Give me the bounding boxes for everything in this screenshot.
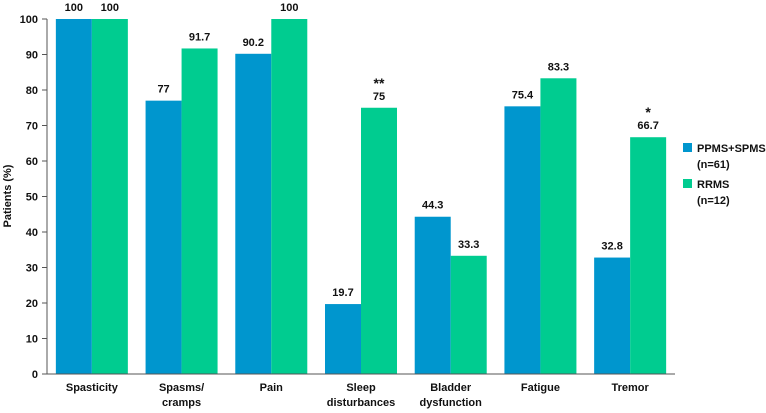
data-label: 90.2: [243, 37, 264, 49]
y-tick-label: 20: [26, 298, 38, 310]
data-label: 100: [280, 2, 298, 14]
data-label: 66.7: [637, 120, 658, 132]
legend-swatch: [683, 143, 692, 152]
x-tick-label: Fatigue: [521, 382, 560, 394]
y-axis: 0 10 20 30 40 50 60 70 80 90 100: [20, 14, 48, 381]
bar: [91, 19, 128, 374]
data-label: 75.4: [512, 89, 534, 101]
significance-annotation: **: [374, 75, 385, 91]
x-tick-label: Spasms/cramps: [159, 382, 204, 409]
bar: [271, 19, 308, 374]
bar: [594, 257, 631, 374]
bar: [414, 216, 451, 374]
y-tick-label: 50: [26, 192, 38, 204]
bar: [235, 53, 272, 374]
bar: [325, 304, 361, 374]
data-label: 19.7: [332, 287, 353, 299]
x-tick-label: Spasticity: [66, 382, 119, 394]
y-tick-label: 80: [26, 85, 38, 97]
bar: [361, 107, 397, 374]
bar: [540, 78, 577, 374]
y-tick-label: 30: [26, 263, 38, 275]
bar: [630, 137, 667, 374]
bar: [450, 255, 487, 374]
bar: [181, 48, 218, 375]
data-label: 83.3: [548, 61, 569, 73]
data-label: 33.3: [458, 239, 479, 251]
y-axis-label: Patients (%): [2, 164, 14, 227]
legend-label: PPMS+SPMS (n=61): [697, 143, 766, 171]
data-labels: 100 100 77 91.7 90.2 100 19.7 75 44.3 33.3 75.4 83.…: [65, 2, 659, 299]
data-label: 91.7: [189, 31, 210, 43]
data-label: 100: [65, 2, 83, 14]
x-tick-label: Sleep disturbances: [327, 382, 395, 409]
bar: [55, 19, 92, 374]
x-tick-label: Bladder dysfunction: [420, 382, 483, 409]
data-label: 100: [101, 2, 119, 14]
legend-label: RRMS (n=12): [697, 179, 730, 207]
y-tick-label: 10: [26, 334, 38, 346]
x-tick-label: Tremor: [611, 382, 649, 394]
bar: [145, 100, 182, 375]
y-tick-label: 70: [26, 121, 38, 133]
y-tick-label: 60: [26, 156, 38, 168]
y-tick-label: 40: [26, 227, 38, 239]
data-label: 75: [373, 91, 385, 103]
y-tick-label: 0: [32, 369, 38, 381]
bars: [55, 19, 667, 375]
y-tick-label: 90: [26, 50, 38, 62]
bar: [504, 106, 541, 374]
x-axis: Spasticity Spasms/cramps Pain Sleep disturba…: [47, 373, 675, 409]
data-label: 32.8: [601, 241, 622, 253]
data-label: 77: [157, 84, 169, 96]
x-tick-label: Pain: [260, 382, 284, 394]
significance-annotation: *: [645, 104, 651, 120]
legend: PPMS+SPMS (n=61) RRMS (n=12): [683, 143, 766, 207]
data-label: 44.3: [422, 200, 443, 212]
legend-swatch: [683, 179, 692, 188]
y-tick-label: 100: [20, 14, 38, 26]
